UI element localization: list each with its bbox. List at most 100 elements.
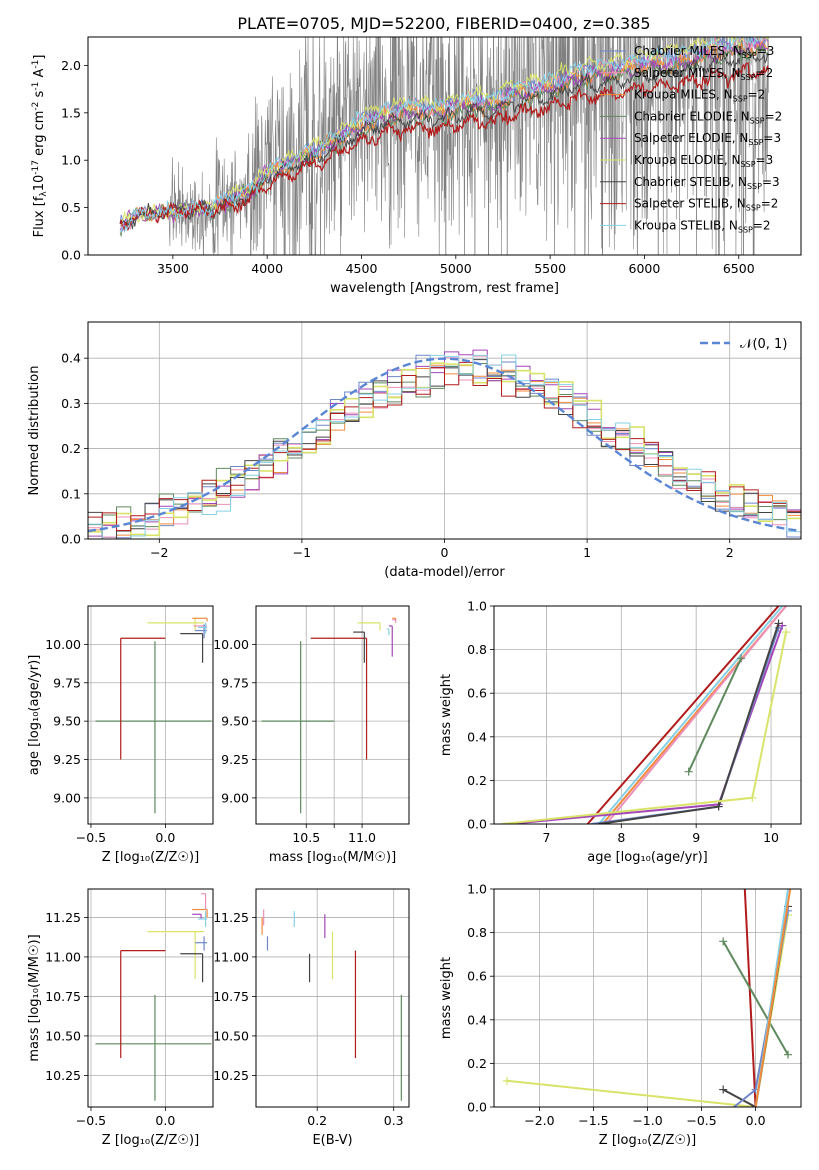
legend-entry-suffix: =2 xyxy=(761,197,779,211)
x-tick-label: 6000 xyxy=(629,261,661,276)
series-line-kroupa-stelib xyxy=(598,606,784,824)
plot-area xyxy=(95,893,212,1101)
legend-entry: Kroupa MILES, NSSP=2 xyxy=(634,88,765,104)
legend-entry-subscript: SSP xyxy=(738,225,753,234)
x-tick-label: 3500 xyxy=(157,261,189,276)
y-tick-label: 10.25 xyxy=(213,1068,249,1083)
axes-frame xyxy=(87,888,214,1108)
series-marker xyxy=(684,767,693,776)
legend-entry-subscript: SSP xyxy=(747,182,762,191)
mass-weight-vs-metallicity-panel: −2.0 −1.5 −1.0 −0.5 0.0 0.0 0.2 0.4 0.6 0.8 1.0 Z [… xyxy=(439,882,802,1148)
y-tick-label: 11.00 xyxy=(213,949,249,964)
mass-vs-extinction-panel: 0.2 0.3 10.25 10.50 10.75 11.00 11.25 E(B-V) xyxy=(213,888,410,1148)
x-tick-label: 0 xyxy=(441,545,449,560)
y-axis-label: mass weight xyxy=(439,674,454,756)
x-tick-label: 0.0 xyxy=(155,830,175,845)
axes-frame xyxy=(87,321,802,540)
x-tick-label: −2.0 xyxy=(524,1113,554,1128)
y-tick-label: 9.75 xyxy=(221,675,249,690)
y-tick-label: 0.0 xyxy=(467,1100,487,1115)
series-marker xyxy=(719,937,728,946)
y-tick-label: 9.00 xyxy=(53,790,81,805)
axes-frame xyxy=(255,605,410,825)
series-marker xyxy=(719,1085,728,1094)
series-marker xyxy=(502,1076,511,1085)
y-axis-label: mass [log₁₀(M/M☉)] xyxy=(27,934,42,1061)
y-tick-label: 0.4 xyxy=(467,729,487,744)
age-vs-metallicity-panel: −0.5 0.0 9.00 9.25 9.50 9.75 10.00 Z [log₁₀(Z/Z… xyxy=(27,605,214,865)
histogram-salpeter-stelib xyxy=(88,361,801,539)
y-tick-label: 0.3 xyxy=(61,396,81,411)
legend-entry-text: Kroupa MILES, N xyxy=(634,88,733,102)
legend-entry-text: Kroupa ELODIE, N xyxy=(634,153,741,167)
y-tick-label: 1.0 xyxy=(61,153,81,168)
x-tick-label: 4000 xyxy=(251,261,283,276)
plot-area xyxy=(502,889,793,1107)
legend-entry: Chabrier STELIB, NSSP=3 xyxy=(634,175,780,191)
x-axis-label: wavelength [Angstrom, rest frame] xyxy=(330,281,559,296)
series-line-kroupa-miles xyxy=(754,889,792,1107)
x-tick-label: 0.2 xyxy=(307,1113,327,1128)
y-tick-label: 9.50 xyxy=(53,714,81,729)
x-tick-label: 11.0 xyxy=(348,830,376,845)
y-tick-label: 0.0 xyxy=(61,248,81,263)
x-tick-label: 10.5 xyxy=(292,830,320,845)
legend-entry-suffix: =3 xyxy=(757,44,775,58)
model-spectrum-salpeter-stelib xyxy=(119,61,770,232)
y-tick-label: 1.0 xyxy=(467,599,487,614)
y-tick-label: 0.2 xyxy=(467,773,487,788)
legend-entry-subscript: SSP xyxy=(746,204,761,213)
series-marker xyxy=(774,619,783,628)
y-tick-label: 0.2 xyxy=(61,441,81,456)
x-axis-label: Z [log₁₀(Z/Z☉)] xyxy=(102,850,199,865)
x-tick-label: −2 xyxy=(150,545,168,560)
figure-title: PLATE=0705, MJD=52200, FIBERID=0400, z=0… xyxy=(237,14,650,33)
y-tick-label: 0.2 xyxy=(467,1056,487,1071)
plot-area xyxy=(88,349,801,539)
legend-entry-text: Chabrier MILES, N xyxy=(634,44,742,58)
legend-entry-text: Salpeter STELIB, N xyxy=(634,197,746,211)
y-axis-label-part: -2 xyxy=(31,102,41,111)
legend-entry: Salpeter ELODIE, NSSP=3 xyxy=(634,131,781,147)
series-line-salpeter-stelib xyxy=(743,889,757,1107)
x-tick-label: 5000 xyxy=(440,261,472,276)
x-axis-label: E(B-V) xyxy=(312,1133,352,1148)
y-axis-label: age [log₁₀(age/yr)] xyxy=(27,655,42,776)
legend-entry-subscript: SSP xyxy=(748,138,763,147)
legend-entry-suffix: =2 xyxy=(748,88,766,102)
series-line-chabrier-elodie xyxy=(722,940,789,1056)
y-tick-label: 9.25 xyxy=(53,752,81,767)
legend-entry-subscript: SSP xyxy=(742,51,757,60)
series-marker xyxy=(784,1050,793,1059)
legend-entry-subscript: SSP xyxy=(741,160,756,169)
model-spectrum-kroupa-stelib xyxy=(119,37,769,234)
plot-area xyxy=(119,37,770,255)
x-tick-label: 0.0 xyxy=(155,1113,175,1128)
y-axis-label-part: Flux [f xyxy=(32,196,47,237)
y-tick-label: 10.75 xyxy=(45,989,81,1004)
legend-entry: Chabrier MILES, NSSP=3 xyxy=(634,44,774,60)
legend-entry: Kroupa STELIB, NSSP=2 xyxy=(634,218,771,234)
legend-entry-suffix: =3 xyxy=(762,175,780,189)
y-tick-label: 9.50 xyxy=(221,714,249,729)
axes-frame xyxy=(87,36,802,256)
y-axis-label-part: 10 xyxy=(32,175,47,192)
legend-entry-text: Chabrier STELIB, N xyxy=(634,175,747,189)
x-axis-label: age [log₁₀(age/yr)] xyxy=(587,850,708,865)
x-tick-label: 5500 xyxy=(534,261,566,276)
y-axis-label-part: λ xyxy=(39,191,49,197)
y-tick-label: 2.0 xyxy=(61,58,81,73)
plot-area xyxy=(95,617,212,814)
plot-area xyxy=(261,909,402,1101)
series-marker xyxy=(778,621,787,630)
x-axis-label: Z [log₁₀(Z/Z☉)] xyxy=(102,1133,199,1148)
x-tick-label: −1.0 xyxy=(632,1113,662,1128)
legend-entry-text: Chabrier ELODIE, N xyxy=(634,109,750,123)
y-axis-label-part: -1 xyxy=(31,60,41,69)
x-tick-label: 0.3 xyxy=(384,1113,404,1128)
y-tick-label: 0.1 xyxy=(61,486,81,501)
legend-entry-suffix: =2 xyxy=(753,218,771,232)
y-tick-label: 10.50 xyxy=(213,1028,249,1043)
x-tick-label: 0.0 xyxy=(746,1113,766,1128)
